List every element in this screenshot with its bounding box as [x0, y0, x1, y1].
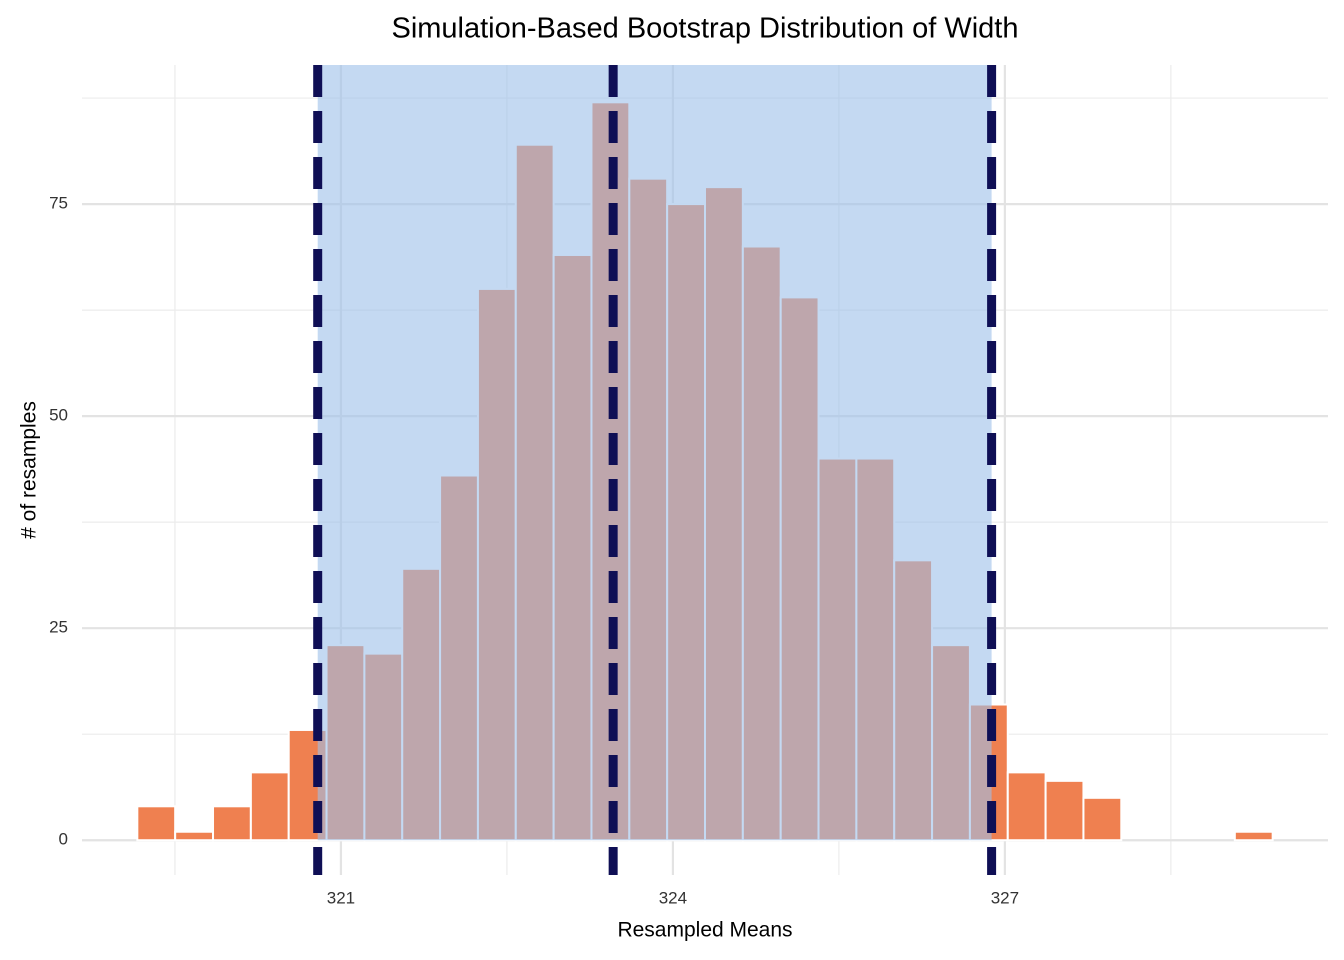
- bar: [174, 830, 215, 842]
- bar: [136, 805, 177, 842]
- y-tick-label: 75: [49, 194, 68, 213]
- y-tick-label: 25: [49, 618, 68, 637]
- confidence-interval: [317, 65, 992, 841]
- bar: [1233, 830, 1274, 842]
- x-tick-label: 327: [991, 888, 1019, 907]
- bar: [1044, 779, 1085, 842]
- x-tick-label: 321: [327, 888, 355, 907]
- bar: [1082, 796, 1123, 842]
- bar: [249, 771, 290, 842]
- y-tick-label: 50: [49, 406, 68, 425]
- x-tick-label: 324: [659, 888, 687, 907]
- chart-title: Simulation-Based Bootstrap Distribution …: [391, 13, 1018, 45]
- y-axis-title: # of resamples: [18, 401, 41, 539]
- y-tick-label: 0: [59, 830, 68, 849]
- x-axis-title: Resampled Means: [617, 919, 792, 942]
- bar: [1006, 771, 1047, 842]
- bar: [212, 805, 252, 842]
